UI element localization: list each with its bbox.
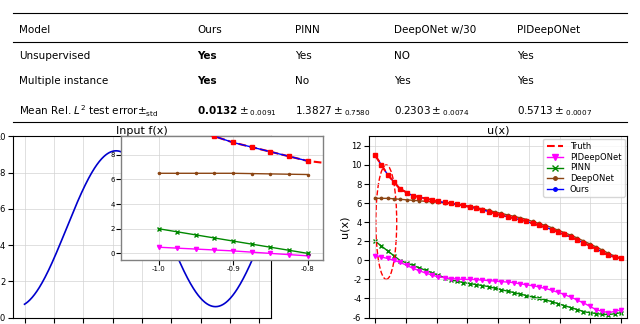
Text: Yes: Yes xyxy=(197,76,217,86)
Text: $0.5713\pm_{0.0007}$: $0.5713\pm_{0.0007}$ xyxy=(516,104,592,118)
Title: Input f(x): Input f(x) xyxy=(116,125,168,135)
Text: PINN: PINN xyxy=(296,25,320,35)
Text: Yes: Yes xyxy=(296,51,312,61)
Text: Yes: Yes xyxy=(516,76,533,86)
Text: Yes: Yes xyxy=(197,51,217,61)
Text: Yes: Yes xyxy=(394,76,410,86)
Text: Yes: Yes xyxy=(516,51,533,61)
Text: $0.2303\pm_{0.0074}$: $0.2303\pm_{0.0074}$ xyxy=(394,104,469,118)
Text: PIDeepONet: PIDeepONet xyxy=(516,25,580,35)
Text: $1.3827\pm_{0.7580}$: $1.3827\pm_{0.7580}$ xyxy=(296,104,371,118)
Text: Mean Rel. $L^2$ test error$\pm_{\rm std}$: Mean Rel. $L^2$ test error$\pm_{\rm std}… xyxy=(19,103,159,119)
Text: Ours: Ours xyxy=(197,25,222,35)
Text: Unsupervised: Unsupervised xyxy=(19,51,90,61)
Text: NO: NO xyxy=(394,51,410,61)
Text: Model: Model xyxy=(19,25,50,35)
Text: DeepONet w/30: DeepONet w/30 xyxy=(394,25,476,35)
Text: Multiple instance: Multiple instance xyxy=(19,76,108,86)
Text: No: No xyxy=(296,76,310,86)
Legend: Truth, PIDeepONet, PINN, DeepONet, Ours: Truth, PIDeepONet, PINN, DeepONet, Ours xyxy=(543,139,625,197)
Y-axis label: u(x): u(x) xyxy=(340,216,349,238)
Text: $\mathbf{0.0132}\pm_{0.0091}$: $\mathbf{0.0132}\pm_{0.0091}$ xyxy=(197,104,276,118)
Title: u(x): u(x) xyxy=(487,125,509,135)
